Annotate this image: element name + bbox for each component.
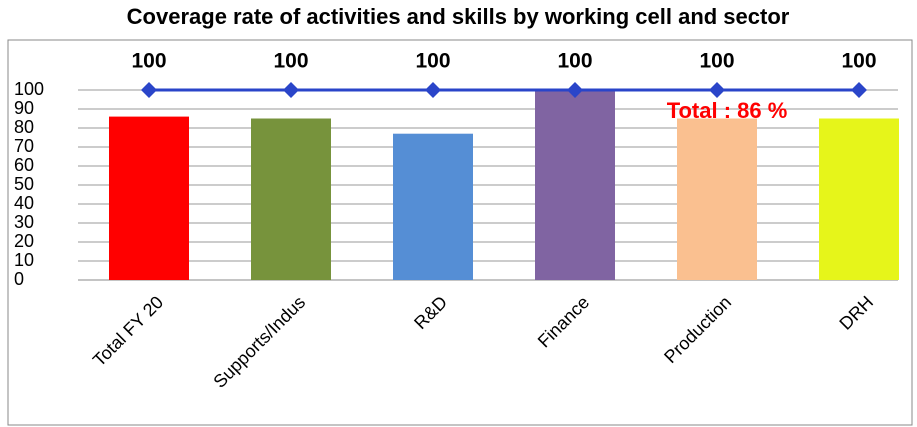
chart-title: Coverage rate of activities and skills b… xyxy=(127,4,790,29)
y-tick-label: 10 xyxy=(14,250,34,270)
x-tick-label: DRH xyxy=(835,292,877,334)
y-tick-label: 100 xyxy=(14,79,44,99)
line-marker xyxy=(709,82,725,98)
annotation: Total : 86 % xyxy=(667,98,788,123)
data-label: 100 xyxy=(415,50,450,73)
data-label: 100 xyxy=(699,50,734,73)
bar xyxy=(251,118,331,280)
x-tick-label: Finance xyxy=(534,292,593,351)
line-marker xyxy=(425,82,441,98)
y-tick-label: 30 xyxy=(14,212,34,232)
x-tick-label: Total FY 20 xyxy=(89,292,167,370)
data-label: 100 xyxy=(131,50,166,73)
y-tick-label: 0 xyxy=(14,269,24,289)
bar xyxy=(677,118,757,280)
chart-frame xyxy=(7,39,913,426)
y-tick-label: 60 xyxy=(14,155,34,175)
line-marker xyxy=(283,82,299,98)
x-tick-label: R&D xyxy=(410,292,451,333)
data-label: 100 xyxy=(841,50,876,73)
y-tick-label: 80 xyxy=(14,117,34,137)
x-tick-label: Supports/Indus xyxy=(209,292,309,392)
line-marker xyxy=(567,82,583,98)
bar xyxy=(393,133,473,280)
y-tick-label: 90 xyxy=(14,98,34,118)
line-marker xyxy=(141,82,157,98)
y-tick-label: 40 xyxy=(14,193,34,213)
bar xyxy=(819,118,899,280)
bar xyxy=(109,116,189,280)
data-label: 100 xyxy=(557,50,592,73)
y-tick-label: 50 xyxy=(14,174,34,194)
x-tick-label: Production xyxy=(660,292,735,367)
line-marker xyxy=(851,82,867,98)
y-tick-label: 70 xyxy=(14,136,34,156)
bar xyxy=(535,90,615,280)
data-label: 100 xyxy=(273,50,308,73)
y-tick-label: 20 xyxy=(14,231,34,251)
